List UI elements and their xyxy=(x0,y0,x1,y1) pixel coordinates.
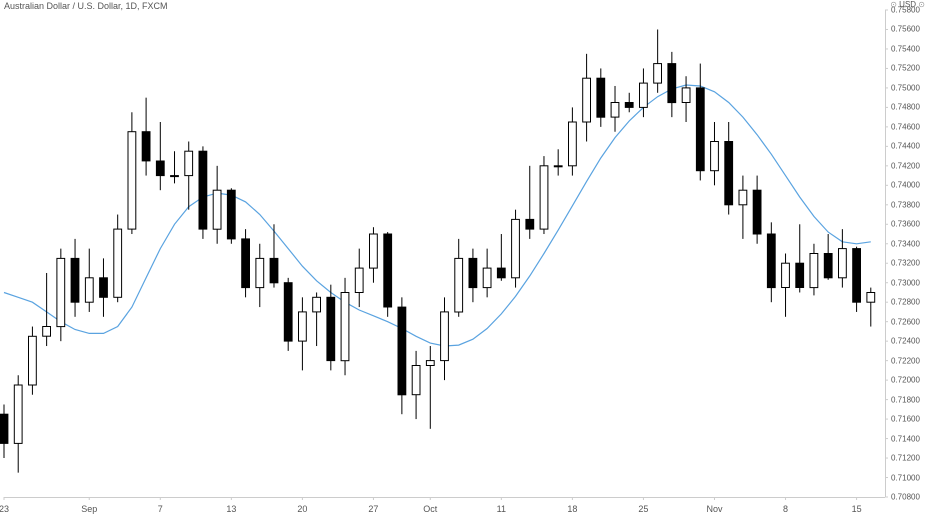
y-tick-label: 0.72800 xyxy=(891,298,929,307)
x-tick-label: 27 xyxy=(368,504,378,514)
y-tick-label: 0.74600 xyxy=(891,122,929,131)
y-tick-label: 0.73400 xyxy=(891,239,929,248)
y-tick-label: 0.72600 xyxy=(891,317,929,326)
y-tick-label: 0.74800 xyxy=(891,103,929,112)
y-tick-label: 0.73600 xyxy=(891,220,929,229)
y-tick-label: 0.73800 xyxy=(891,200,929,209)
x-tick-label: 18 xyxy=(567,504,577,514)
x-tick-label: 23 xyxy=(0,504,9,514)
y-tick-label: 0.75400 xyxy=(891,44,929,53)
y-tick-label: 0.72000 xyxy=(891,376,929,385)
y-tick-label: 0.75200 xyxy=(891,64,929,73)
y-tick-label: 0.74400 xyxy=(891,142,929,151)
x-tick-label: Sep xyxy=(81,504,97,514)
x-tick-label: 8 xyxy=(783,504,788,514)
y-tick-label: 0.72200 xyxy=(891,356,929,365)
candlestick-plot[interactable] xyxy=(0,0,931,516)
x-axis-line xyxy=(4,497,885,498)
x-tick-label: 25 xyxy=(638,504,648,514)
y-tick-label: 0.74000 xyxy=(891,181,929,190)
y-tick-label: 0.73200 xyxy=(891,259,929,268)
x-tick-label: Oct xyxy=(423,504,437,514)
y-tick-label: 0.71400 xyxy=(891,434,929,443)
y-tick-label: 0.74200 xyxy=(891,161,929,170)
y-tick-label: 0.72400 xyxy=(891,337,929,346)
y-tick-label: 0.73000 xyxy=(891,278,929,287)
x-tick-label: Nov xyxy=(706,504,722,514)
y-tick-label: 0.71800 xyxy=(891,395,929,404)
y-tick-label: 0.75800 xyxy=(891,6,929,15)
chart-container: Australian Dollar / U.S. Dollar, 1D, FXC… xyxy=(0,0,931,516)
y-axis-line xyxy=(885,10,886,497)
y-tick-label: 0.75600 xyxy=(891,25,929,34)
x-tick-label: 7 xyxy=(158,504,163,514)
x-tick-label: 11 xyxy=(497,504,506,514)
y-tick-label: 0.75000 xyxy=(891,83,929,92)
x-tick-label: 13 xyxy=(226,504,236,514)
x-tick-label: 20 xyxy=(297,504,307,514)
y-tick-label: 0.70800 xyxy=(891,493,929,502)
y-tick-label: 0.71200 xyxy=(891,454,929,463)
y-tick-label: 0.71600 xyxy=(891,415,929,424)
y-tick-label: 0.71000 xyxy=(891,473,929,482)
x-tick-label: 15 xyxy=(852,504,862,514)
